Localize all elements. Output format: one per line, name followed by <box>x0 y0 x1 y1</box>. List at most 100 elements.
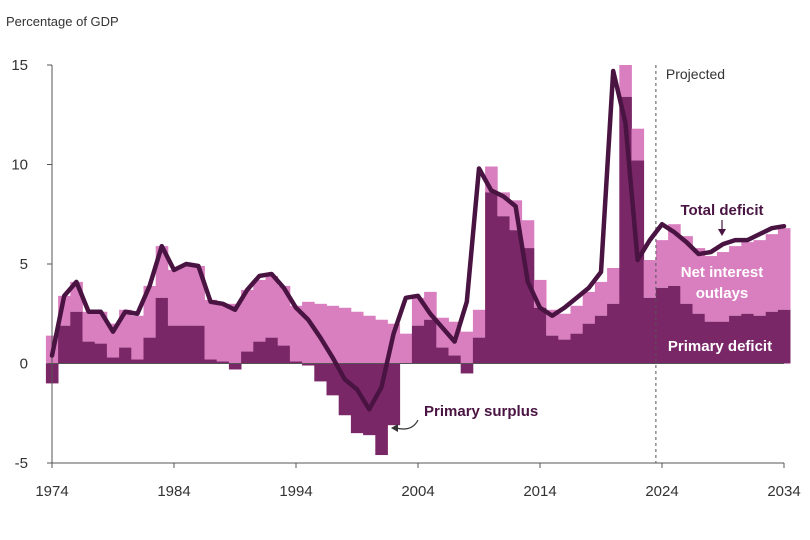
total-deficit-line <box>49 68 787 412</box>
primary-deficit-bar <box>424 319 437 364</box>
net-interest-bar <box>143 285 157 338</box>
y-tick-label: 10 <box>11 157 28 174</box>
primary-deficit-bar <box>436 347 449 364</box>
net-interest-bar <box>460 331 474 364</box>
primary-deficit-label: Primary deficit <box>668 338 772 355</box>
y-tick-label: 0 <box>20 356 28 373</box>
primary-deficit-bar <box>192 325 205 364</box>
primary-surplus-bar <box>314 363 327 382</box>
primary-deficit-bar <box>594 315 608 364</box>
total-deficit-line-group <box>49 68 787 412</box>
net-interest-bar <box>668 224 681 286</box>
net-interest-bar <box>277 285 291 346</box>
net-interest-bar <box>680 236 693 304</box>
net-interest-bar <box>704 256 718 322</box>
total-deficit-label: Total deficit <box>680 202 763 219</box>
primary-surplus-bar <box>228 363 242 370</box>
primary-deficit-bar <box>680 303 693 364</box>
total-deficit-arrowhead <box>718 229 726 236</box>
net-interest-bar <box>655 240 669 288</box>
x-tick-label: 2024 <box>645 483 678 500</box>
net-interest-bar <box>472 309 486 338</box>
net-interest-bar <box>204 299 218 360</box>
net-interest-bar <box>375 319 388 364</box>
primary-deficit-bar <box>582 323 596 364</box>
net-interest-bar <box>594 281 608 316</box>
primary-surplus-bar <box>350 363 364 434</box>
x-tick-label: 1994 <box>279 483 312 500</box>
net-interest-bar <box>363 315 376 364</box>
net-interest-bar <box>692 248 706 314</box>
primary-deficit-bar <box>106 357 120 364</box>
primary-deficit-bar <box>533 307 547 364</box>
net-interest-bar <box>350 311 364 364</box>
net-interest-label: Net interest <box>681 264 764 281</box>
primary-deficit-bar <box>765 311 779 364</box>
primary-deficit-bar <box>607 303 620 364</box>
net-interest-bar <box>741 242 754 314</box>
net-interest-bar <box>265 275 279 338</box>
net-interest-bar <box>777 228 791 310</box>
net-interest-bar <box>131 315 144 360</box>
primary-surplus-bar <box>387 363 401 426</box>
primary-deficit-bar <box>485 192 498 364</box>
net-interest-bar <box>338 307 352 364</box>
primary-deficit-bar <box>472 337 486 364</box>
net-interest-bar <box>289 305 303 362</box>
net-interest-bar <box>411 297 425 326</box>
net-interest-bar <box>180 265 193 326</box>
primary-deficit-bar <box>570 333 584 364</box>
primary-deficit-bar <box>668 285 681 364</box>
net-interest-bar <box>607 267 620 304</box>
net-interest-bar <box>582 291 596 324</box>
primary-surplus-bar <box>363 363 376 436</box>
primary-deficit-bar <box>167 325 181 364</box>
primary-deficit-bar <box>753 315 767 364</box>
primary-surplus-label: Primary surplus <box>424 403 538 420</box>
primary-deficit-bar <box>411 325 425 364</box>
net-interest-bar <box>570 305 584 334</box>
primary-deficit-bar <box>58 325 71 364</box>
primary-deficit-bar <box>180 325 193 364</box>
primary-deficit-bar <box>241 351 254 364</box>
primary-deficit-bar <box>655 287 669 364</box>
net-interest-bar <box>729 246 742 316</box>
net-interest-label-2: outlays <box>696 285 749 302</box>
net-interest-bar <box>399 333 413 364</box>
primary-deficit-bar <box>558 339 571 364</box>
primary-deficit-bar <box>729 315 742 364</box>
primary-deficit-bar <box>70 311 83 364</box>
net-interest-bar <box>558 313 571 340</box>
primary-surplus-bar <box>326 363 340 396</box>
net-interest-bar <box>82 311 96 342</box>
primary-deficit-bar <box>448 355 462 364</box>
y-tick-label: -5 <box>15 455 28 472</box>
primary-deficit-bar <box>497 216 510 364</box>
net-interest-bar <box>753 240 767 316</box>
net-interest-bar <box>253 279 266 342</box>
primary-surplus-arrow <box>395 419 419 430</box>
primary-deficit-bar <box>704 321 718 364</box>
x-tick-label: 1974 <box>35 483 68 500</box>
net-interest-bar <box>765 234 779 312</box>
primary-deficit-bar <box>94 343 108 364</box>
primary-deficit-bar <box>155 297 169 364</box>
primary-surplus-arrowhead <box>391 424 398 432</box>
primary-deficit-bar <box>777 309 791 364</box>
primary-deficit-bar <box>253 341 266 364</box>
net-interest-bar <box>619 65 632 97</box>
primary-deficit-bar <box>216 361 230 364</box>
primary-deficit-bar <box>82 341 96 364</box>
y-tick-label: 15 <box>11 57 28 74</box>
bars-group <box>45 65 791 456</box>
primary-deficit-bar <box>277 345 291 364</box>
primary-deficit-bar <box>546 335 559 364</box>
net-interest-bar <box>228 303 242 364</box>
primary-deficit-bar <box>716 321 730 364</box>
primary-deficit-bar <box>741 313 754 364</box>
net-interest-bar <box>314 303 327 364</box>
primary-deficit-bar <box>265 337 279 364</box>
net-interest-bar <box>106 323 120 358</box>
y-axis-label: Percentage of GDP <box>6 14 119 29</box>
net-interest-bar <box>216 303 230 362</box>
